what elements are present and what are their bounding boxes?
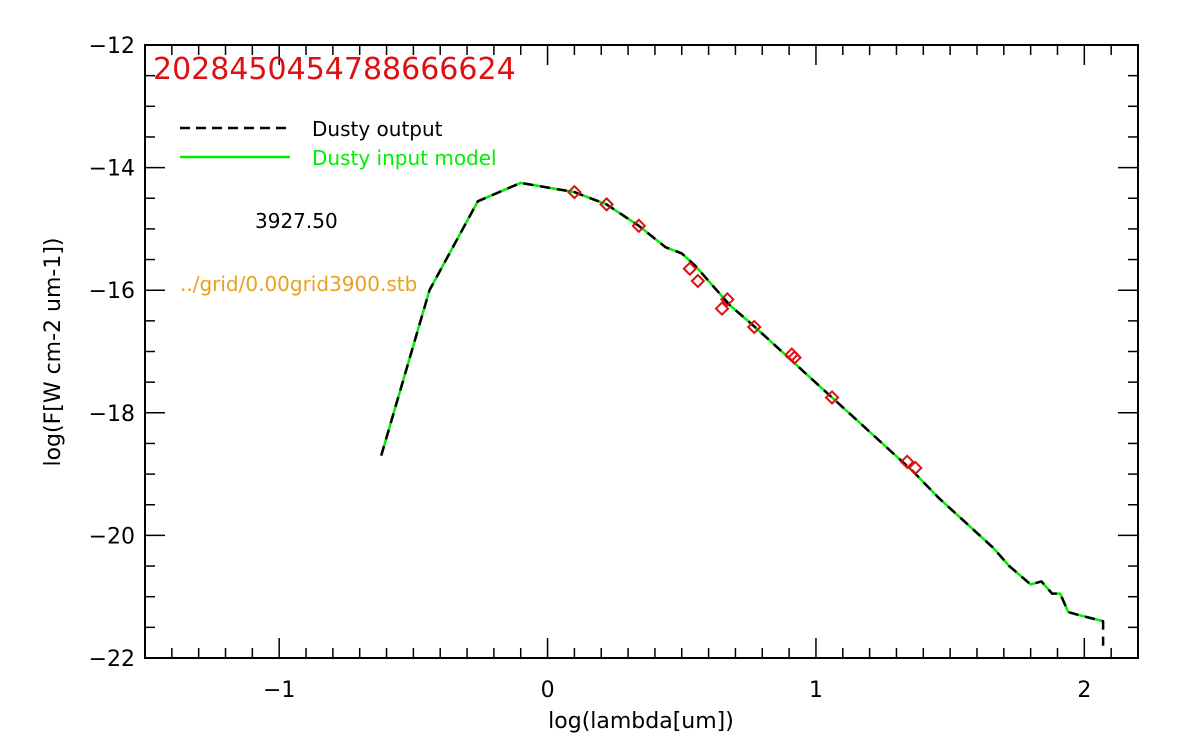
data-point-marker [907,460,923,476]
data-point-marker [631,218,647,234]
data-point-marker [899,454,915,470]
data-point-marker [719,291,735,307]
y-tick-label: −18 [89,402,135,427]
y-tick-label: −14 [89,157,135,182]
series-line-dusty-output [380,181,1105,646]
x-tick-label: 0 [541,678,555,703]
legend-label-dusty-output: Dusty output [312,117,443,141]
x-tick-label: 2 [1077,678,1091,703]
series-line-dusty-input-model [380,181,1104,623]
value-annotation: 3927.50 [255,209,338,233]
y-tick-label: −12 [89,34,135,59]
axis-ticks [144,44,1139,659]
data-point-marker [787,350,802,366]
series-layer [380,181,1105,646]
legend-label-dusty-input: Dusty input model [312,146,497,170]
y-tick-label: −20 [89,524,135,549]
plot-frame [144,44,1139,659]
data-point-marker [746,319,762,335]
tick-labels: −1 0 1 2 −22 −20 −18 −16 −14 −12 [89,34,1092,703]
y-axis-title: log(F[W cm-2 um-1]) [41,237,66,466]
file-annotation: ../grid/0.00grid3900.stb [180,272,417,296]
data-point-marker [682,261,698,277]
data-point-marker [566,184,582,200]
x-tick-label: 1 [809,678,823,703]
data-point-marker [599,196,615,212]
y-tick-label: −16 [89,279,135,304]
id-annotation: 2028450454788666624 [153,52,516,87]
data-point-marker [690,273,706,289]
y-tick-label: −22 [89,647,135,672]
data-point-marker [714,301,730,317]
data-point-marker [824,390,840,405]
x-tick-label: −1 [263,678,295,703]
markers-layer [566,184,923,476]
x-axis-title: log(lambda[um]) [548,709,734,734]
